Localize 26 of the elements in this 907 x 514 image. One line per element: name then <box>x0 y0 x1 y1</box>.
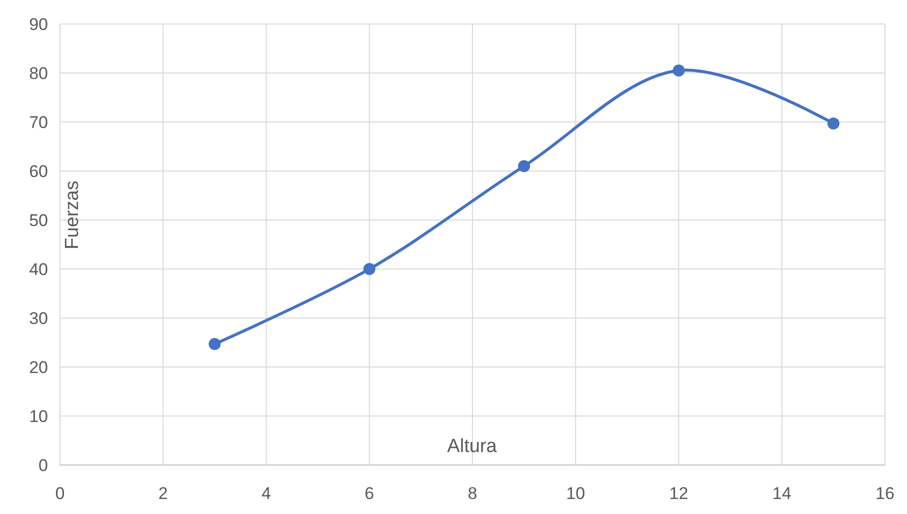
point <box>363 263 376 275</box>
x-tick-label: 12 <box>669 484 688 503</box>
point <box>827 117 840 130</box>
y-tick-label: 50 <box>29 210 48 230</box>
point <box>208 338 221 350</box>
x-tick-label: 4 <box>262 484 271 503</box>
y-axis-title: Fuerzas <box>62 180 83 250</box>
x-tick-label: 16 <box>876 484 894 503</box>
point <box>672 64 685 77</box>
x-tick-label: 14 <box>772 484 792 503</box>
y-tick-label: 10 <box>29 406 48 426</box>
y-tick-label: 30 <box>29 308 48 328</box>
x-tick-label: 8 <box>468 484 478 503</box>
y-tick-label: 70 <box>29 112 48 132</box>
x-tick-label: 6 <box>364 484 374 503</box>
y-tick-label: 80 <box>29 64 48 83</box>
y-tick-label: 0 <box>38 456 48 475</box>
y-tick-label: 90 <box>29 14 48 34</box>
x-tick-label: 0 <box>55 484 65 503</box>
x-axis-title: Altura <box>447 436 498 457</box>
y-tick-label: 60 <box>29 162 48 181</box>
point <box>518 160 530 172</box>
y-tick-label: 40 <box>29 260 48 279</box>
y-tick-label: 20 <box>29 358 48 377</box>
x-tick-label: 2 <box>158 484 168 503</box>
x-tick-label: 10 <box>566 484 586 503</box>
